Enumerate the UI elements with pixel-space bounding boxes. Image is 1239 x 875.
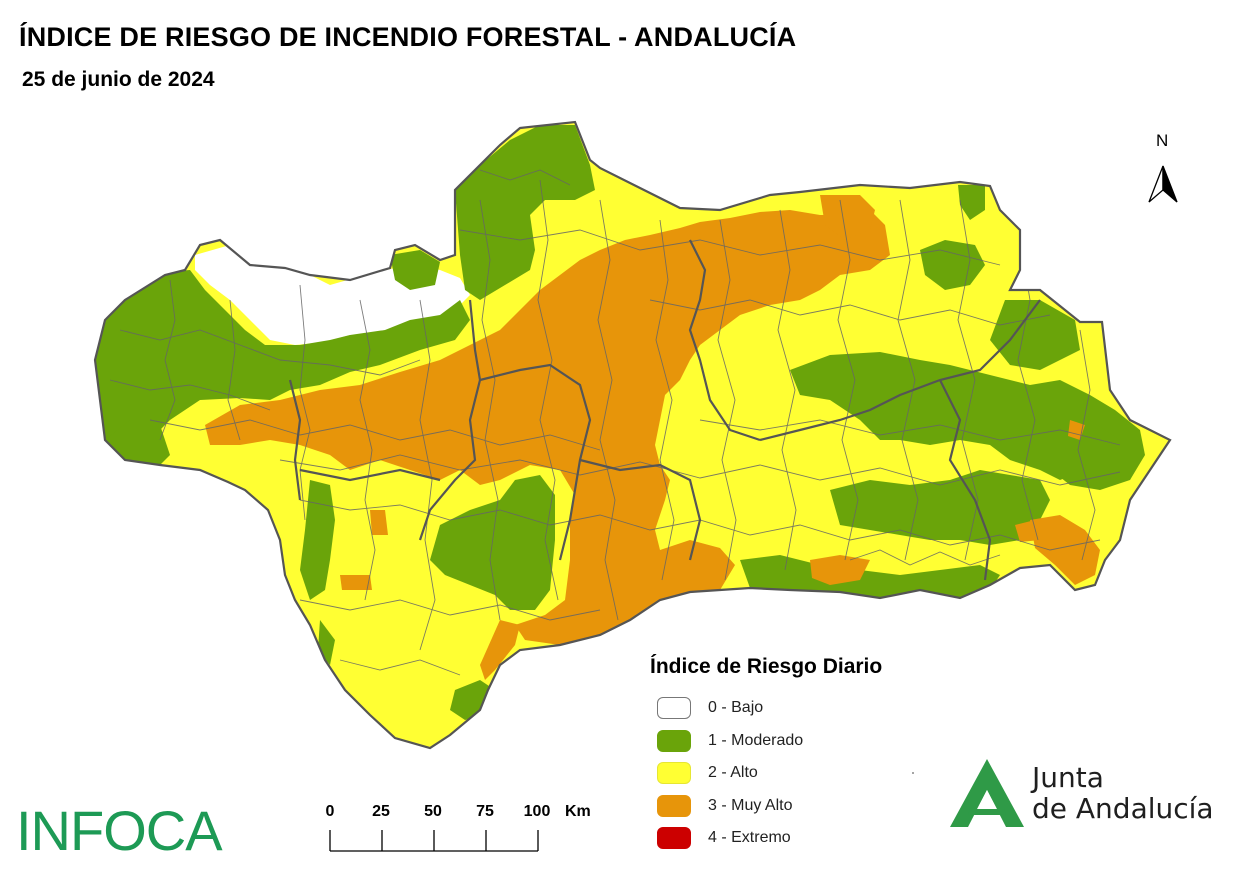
legend-item-extremo: 4 - Extremo <box>650 822 882 855</box>
junta-andalucia-wordmark: Junta de Andalucía <box>1032 762 1214 824</box>
zone-moderado-sierra-morena-north <box>455 125 595 300</box>
legend-label-extremo: 4 - Extremo <box>708 829 791 847</box>
zone-muyalto-granada-coast <box>810 555 870 585</box>
scale-tick-50: 50 <box>424 803 442 820</box>
zone-moderado-huelva-coast <box>105 420 170 465</box>
andalucia-boundary <box>93 120 1172 750</box>
legend-item-moderado: 1 - Moderado <box>650 725 882 758</box>
map-title: ÍNDICE DE RIESGO DE INCENDIO FORESTAL - … <box>19 22 797 52</box>
north-label: N <box>1156 131 1169 150</box>
north-arrow-icon <box>1148 165 1178 203</box>
legend-item-muy-alto: 3 - Muy Alto <box>650 790 882 823</box>
zone-moderado-huelva <box>95 270 470 460</box>
zone-muyalto-jaen-north <box>820 195 875 240</box>
junta-line1: Junta <box>1032 761 1104 794</box>
scale-unit: Km <box>565 803 591 820</box>
zone-moderado-aracena <box>390 250 440 290</box>
legend: Índice de Riesgo Diario 0 - Bajo 1 - Mod… <box>650 655 882 855</box>
junta-line2: de Andalucía <box>1032 792 1214 825</box>
scale-tick-100: 100 <box>523 803 551 820</box>
zone-muyalto-malaga <box>480 620 520 680</box>
legend-label-alto: 2 - Alto <box>708 764 758 782</box>
zone-moderado-sierra-nevada <box>830 470 1050 545</box>
map-date: 25 de junio de 2024 <box>22 68 215 91</box>
legend-label-bajo: 0 - Bajo <box>708 699 764 717</box>
legend-swatch-bajo <box>657 697 691 720</box>
scale-tick-25: 25 <box>372 803 390 820</box>
junta-andalucia-logo-icon <box>950 759 1024 827</box>
legend-label-muy-alto: 3 - Muy Alto <box>708 796 793 814</box>
scale-tick-0: 0 <box>325 803 335 820</box>
zone-muyalto-almeria-south <box>1030 515 1100 585</box>
zone-moderado-cadiz-west <box>300 480 335 600</box>
legend-label-moderado: 1 - Moderado <box>708 731 804 749</box>
legend-swatch-extremo <box>657 827 691 850</box>
zone-moderado-granada-north <box>958 185 985 220</box>
scale-bar <box>329 830 539 852</box>
zone-muyalto-sevilla-cordoba <box>205 210 890 645</box>
legend-swatch-muy-alto <box>657 794 691 817</box>
infoca-logo: INFOCA <box>16 799 223 862</box>
risk-zones <box>95 122 1170 748</box>
zone-muyalto-cadiz-small2 <box>370 510 388 535</box>
zone-moderado-alpujarra <box>740 555 1000 598</box>
zone-moderado-almeria-north <box>990 300 1080 370</box>
legend-title: Índice de Riesgo Diario <box>650 655 883 678</box>
legend-swatch-alto <box>657 762 691 785</box>
legend-item-bajo: 0 - Bajo <box>650 692 882 725</box>
scale-tick-75: 75 <box>476 803 494 820</box>
stray-dot <box>912 772 914 774</box>
provincial-borders <box>288 239 1041 581</box>
legend-item-alto: 2 - Alto <box>650 757 882 790</box>
legend-swatch-moderado <box>657 729 691 752</box>
municipal-borders <box>109 169 1121 676</box>
zone-muyalto-cadiz-small <box>340 575 372 590</box>
